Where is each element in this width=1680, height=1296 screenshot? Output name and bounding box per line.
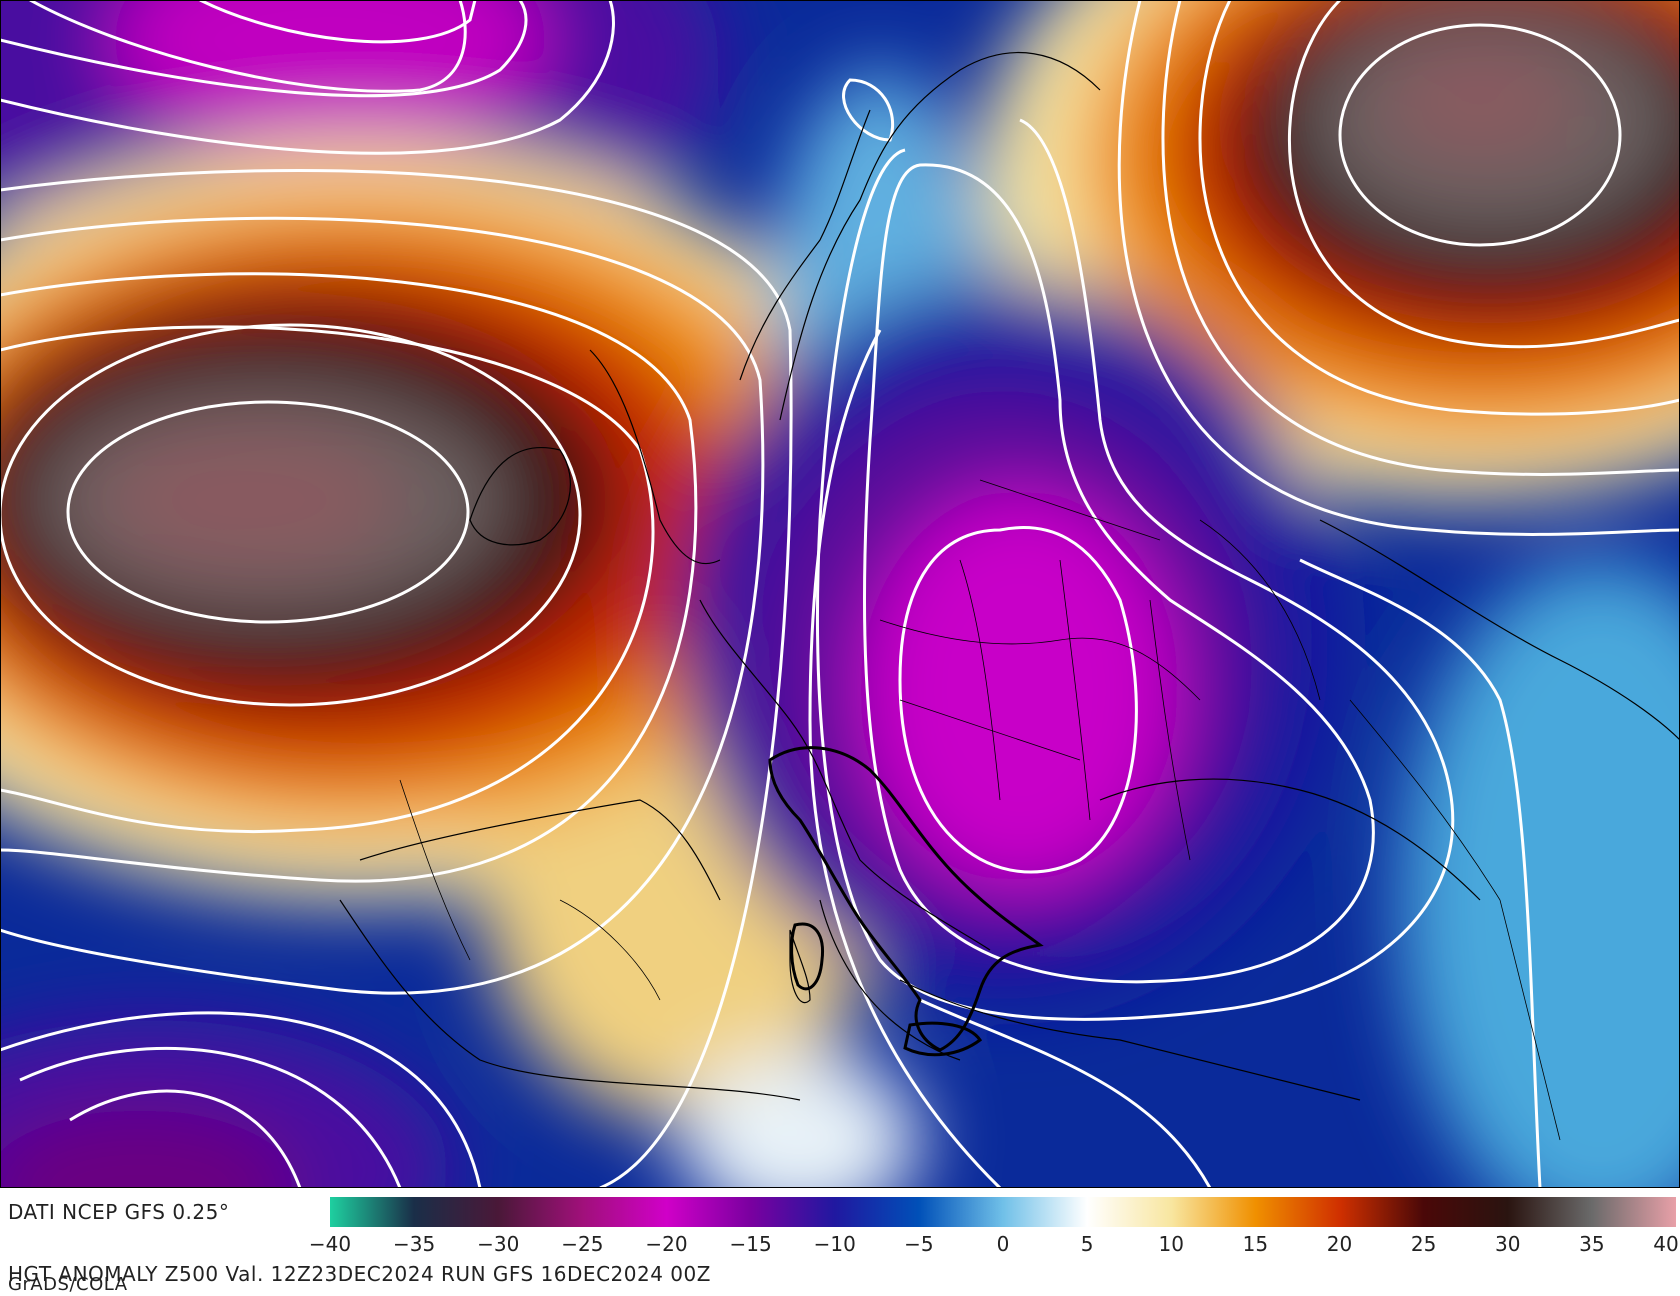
country-borders	[399, 479, 1561, 1141]
colorbar-tick-label: 15	[1242, 1232, 1269, 1256]
colorbar-tick-label: 10	[1158, 1232, 1184, 1256]
colorbar-tick-label: −5	[904, 1232, 934, 1256]
colorbar-tick-label: −25	[561, 1232, 604, 1256]
sicily-outline	[903, 1021, 983, 1057]
map-canvas	[0, 0, 1680, 1188]
anomaly-map	[0, 0, 1680, 1188]
colorbar-tick-label: −15	[729, 1232, 772, 1256]
colorbar-tick-label: 20	[1326, 1232, 1353, 1256]
colorbar-ticks: −40 −35 −30 −25 −20 −15 −10 −5 0 5 10 15 20 25 30 35 40	[0, 1232, 1680, 1258]
colorbar-tick-label: −35	[393, 1232, 436, 1256]
map-title: HGT ANOMALY Z500 Val. 12Z23DEC2024 RUN G…	[8, 1262, 711, 1286]
source-label: DATI NCEP GFS 0.25°	[8, 1200, 230, 1224]
colorbar-gradient	[330, 1197, 1676, 1227]
colorbar-tick-label: −20	[645, 1232, 688, 1256]
colorbar-tick-label: 40	[1653, 1232, 1679, 1256]
colorbar	[330, 1197, 1676, 1227]
coastlines	[339, 51, 1680, 1101]
colorbar-tick-label: −10	[813, 1232, 856, 1256]
colorbar-tick-label: 25	[1410, 1232, 1437, 1256]
colorbar-tick-label: 35	[1579, 1232, 1605, 1256]
colorbar-tick-label: −30	[477, 1232, 520, 1256]
credit-label: GrADS/COLA	[8, 1274, 128, 1295]
italy-outline	[768, 746, 1044, 1052]
colorbar-tick-label: 0	[996, 1232, 1010, 1256]
sardinia-outline	[790, 922, 825, 991]
colorbar-tick-label: 30	[1495, 1232, 1521, 1256]
colorbar-tick-label: 5	[1080, 1232, 1094, 1256]
colorbar-tick-label: −40	[308, 1232, 352, 1256]
